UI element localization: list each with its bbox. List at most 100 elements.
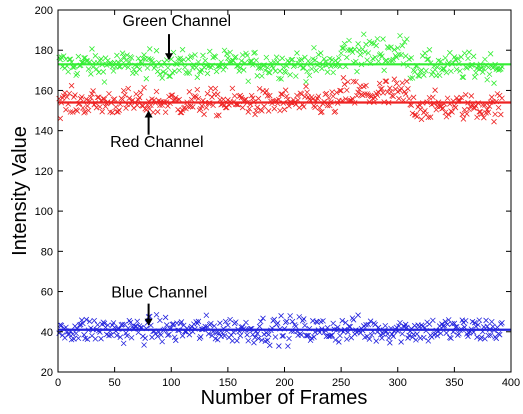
- data-point: [213, 330, 220, 336]
- data-point: [271, 105, 278, 112]
- data-point: [176, 67, 182, 74]
- data-point: [374, 36, 381, 42]
- data-point: [376, 80, 383, 87]
- data-point: [56, 95, 62, 102]
- data-point: [476, 317, 483, 323]
- data-point: [362, 49, 368, 55]
- data-point: [238, 58, 245, 64]
- data-point: [466, 106, 472, 113]
- data-point: [280, 64, 287, 71]
- data-point: [304, 68, 310, 75]
- data-point: [159, 338, 165, 345]
- data-point: [460, 319, 467, 326]
- data-point: [86, 318, 93, 325]
- data-point: [57, 115, 64, 122]
- data-point: [466, 49, 472, 56]
- data-point: [286, 335, 292, 342]
- y-tick-label: 60: [41, 287, 53, 299]
- data-point: [404, 36, 410, 42]
- data-point: [101, 320, 108, 327]
- data-point: [217, 320, 223, 326]
- data-point: [162, 314, 169, 321]
- data-point: [216, 112, 222, 118]
- data-point: [340, 75, 347, 81]
- data-point: [119, 321, 126, 328]
- data-point: [237, 332, 244, 339]
- data-point: [137, 89, 144, 96]
- data-point: [478, 111, 485, 117]
- data-point: [243, 96, 249, 103]
- data-point: [346, 323, 352, 330]
- data-point: [442, 55, 449, 61]
- data-point: [351, 46, 358, 53]
- data-point: [461, 107, 468, 113]
- data-point: [194, 86, 201, 93]
- data-point: [253, 107, 259, 114]
- x-tick-label: 350: [445, 377, 463, 389]
- data-point: [373, 42, 380, 49]
- data-point: [74, 108, 81, 114]
- data-point: [154, 333, 161, 340]
- data-point: [425, 56, 432, 62]
- data-point: [255, 335, 262, 342]
- data-point: [287, 72, 293, 78]
- data-point: [141, 52, 147, 58]
- data-point: [339, 317, 346, 324]
- data-point: [239, 104, 246, 111]
- x-tick-label: 250: [332, 377, 350, 389]
- data-point: [209, 94, 215, 100]
- data-point: [440, 105, 446, 112]
- data-point: [486, 71, 493, 78]
- data-point: [184, 70, 190, 77]
- data-point: [276, 343, 282, 349]
- data-point: [176, 96, 182, 103]
- data-point: [279, 333, 286, 339]
- data-point: [223, 51, 230, 57]
- data-point: [406, 332, 412, 339]
- data-point: [319, 109, 325, 115]
- data-point: [485, 109, 492, 116]
- data-point: [330, 320, 336, 327]
- x-tick-label: 150: [219, 377, 237, 389]
- data-point: [128, 334, 135, 341]
- data-point: [443, 69, 450, 76]
- data-point: [98, 56, 104, 62]
- data-point: [88, 94, 94, 101]
- data-point: [471, 74, 478, 80]
- data-point: [299, 65, 306, 71]
- data-point: [457, 68, 463, 74]
- data-point: [259, 337, 265, 343]
- annotation: Green Channel: [123, 13, 231, 61]
- data-point: [474, 334, 480, 340]
- data-point: [490, 65, 496, 71]
- data-point: [119, 96, 126, 103]
- data-point: [356, 86, 363, 93]
- data-point: [83, 96, 90, 103]
- data-point: [114, 332, 120, 339]
- data-point: [262, 67, 269, 74]
- data-point: [338, 50, 344, 57]
- data-point: [379, 85, 385, 92]
- data-point: [276, 96, 282, 103]
- data-point: [337, 87, 343, 94]
- data-point: [120, 340, 127, 347]
- data-point: [134, 318, 141, 325]
- data-point: [461, 50, 468, 57]
- data-point: [213, 68, 220, 75]
- data-point: [393, 54, 400, 61]
- data-point: [406, 95, 412, 102]
- data-point: [203, 104, 210, 111]
- mean-lines: [58, 63, 511, 331]
- data-point: [102, 103, 109, 110]
- data-point: [310, 96, 316, 102]
- data-point: [222, 318, 229, 325]
- data-point: [256, 85, 263, 92]
- data-point: [336, 55, 342, 61]
- data-point: [276, 75, 282, 82]
- data-point: [382, 78, 389, 85]
- data-point: [485, 332, 492, 339]
- data-point: [254, 104, 261, 111]
- data-point: [71, 336, 77, 342]
- data-point: [332, 337, 339, 343]
- data-point: [365, 321, 372, 328]
